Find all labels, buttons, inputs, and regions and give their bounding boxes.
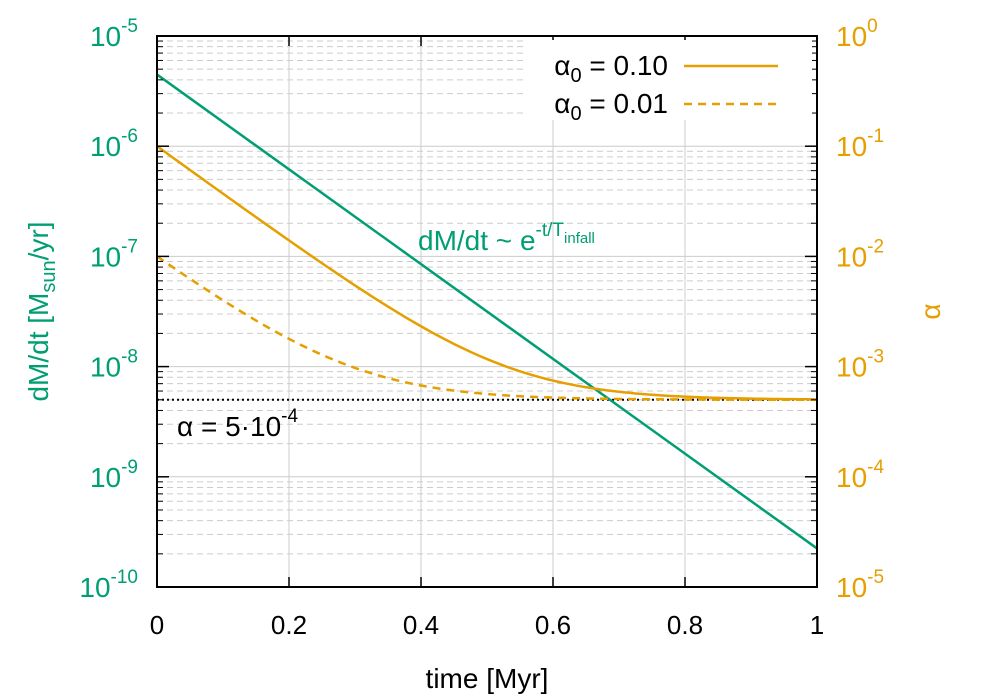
- y-right-tick-label: 10-3: [836, 347, 884, 383]
- y-left-tick-label: 10-7: [90, 236, 138, 272]
- y-right-tick-label: 10-4: [836, 457, 884, 493]
- x-tick-label: 0.8: [667, 610, 703, 640]
- annotation-base: dM/dt ~ e: [418, 225, 536, 256]
- tick-base: 10: [836, 352, 867, 383]
- legend-entry-label: α0 = 0.01: [554, 88, 668, 125]
- legend-value: = 0.10: [582, 50, 668, 81]
- y-right-tick-label: 10-2: [836, 236, 884, 272]
- tick-exponent: -5: [121, 16, 138, 37]
- y-right-tick-label: 10-1: [836, 126, 884, 162]
- y-left-tick-label: 10-8: [90, 347, 138, 383]
- x-tick-label: 0.6: [535, 610, 571, 640]
- legend-symbol: α: [554, 88, 570, 119]
- x-tick-label: 0: [150, 610, 164, 640]
- y-left-tick-label: 10-10: [79, 567, 138, 603]
- y-left-tick-label: 10-5: [90, 16, 138, 52]
- annotation-exp: -t/T: [536, 220, 565, 241]
- tick-base: 10: [836, 131, 867, 162]
- tick-exponent: -6: [121, 126, 138, 147]
- reference-label-base: α = 5·10: [177, 411, 281, 442]
- tick-base: 10: [836, 462, 867, 493]
- y-right-axis-title: α: [915, 303, 946, 319]
- reference-line-label: α = 5·10-4: [177, 406, 298, 442]
- tick-base: 10: [90, 241, 121, 272]
- y-right-tick-label: 100: [836, 16, 878, 52]
- y-left-title-sub: sun: [38, 260, 60, 292]
- tick-base: 10: [79, 572, 110, 603]
- tick-base: 10: [90, 462, 121, 493]
- series-line: [156, 255, 817, 401]
- tick-exponent: -4: [867, 457, 884, 478]
- reference-label-exp: -4: [281, 406, 298, 427]
- y-left-tick-label: 10-6: [90, 126, 138, 162]
- tick-base: 10: [90, 131, 121, 162]
- plot-frame: [156, 35, 818, 588]
- legend-value: = 0.01: [582, 88, 668, 119]
- legend-entry-label: α0 = 0.10: [554, 50, 668, 87]
- y-right-tick-label: 10-5: [836, 567, 884, 603]
- annotation-label: dM/dt ~ e-t/Tinfall: [418, 220, 595, 256]
- x-tick-label: 0.4: [403, 610, 439, 640]
- tick-exponent: -3: [867, 347, 884, 368]
- x-tick-label: 1: [810, 610, 824, 640]
- tick-exponent: -9: [121, 457, 138, 478]
- series-line: [156, 73, 818, 550]
- series-line: [156, 145, 818, 401]
- y-left-title-base: dM/dt [M: [23, 293, 54, 402]
- tick-exponent: -7: [121, 236, 138, 257]
- x-tick-label: 0.2: [271, 610, 307, 640]
- legend-sub: 0: [570, 65, 581, 87]
- tick-base: 10: [90, 352, 121, 383]
- annotation-exp-sub: infall: [564, 230, 595, 247]
- y-left-axis-title: dM/dt [Msun/yr]: [23, 221, 60, 401]
- legend-sub: 0: [570, 103, 581, 125]
- tick-base: 10: [90, 21, 121, 52]
- tick-base: 10: [836, 241, 867, 272]
- tick-exponent: -1: [867, 126, 884, 147]
- tick-exponent: 0: [867, 16, 878, 37]
- labels: 0 0.2 0.4 0.6 0.8 110-1010-910-810-710-610-51…: [23, 16, 946, 694]
- tick-exponent: -2: [867, 236, 884, 257]
- y-left-title-tail: /yr]: [23, 221, 54, 260]
- tick-base: 10: [836, 572, 867, 603]
- legend-box: [525, 40, 812, 120]
- tick-exponent: -5: [867, 567, 884, 588]
- tick-base: 10: [836, 21, 867, 52]
- y-left-tick-label: 10-9: [90, 457, 138, 493]
- legend-symbol: α: [554, 50, 570, 81]
- curves: [156, 73, 818, 550]
- tick-exponent: -10: [111, 567, 138, 588]
- tick-exponent: -8: [121, 347, 138, 368]
- x-axis-title: time [Myr]: [426, 663, 549, 694]
